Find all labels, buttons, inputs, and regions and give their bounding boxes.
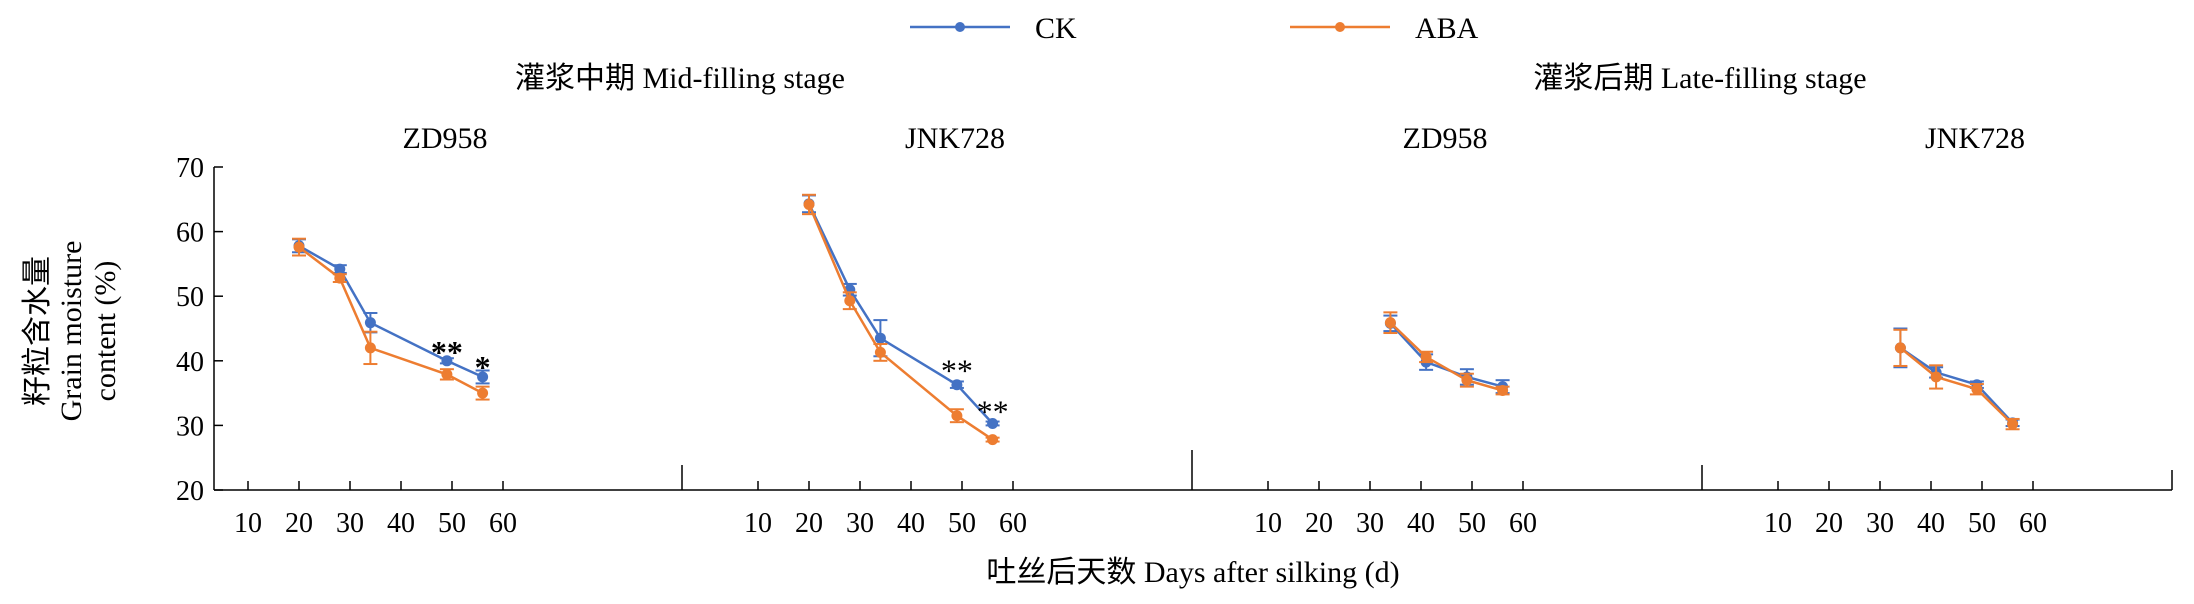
y-axis-label: 籽粒含水量Grain moisturecontent (%) <box>21 241 122 422</box>
series-line <box>1899 346 2014 424</box>
x-tick-label: 10 <box>1764 508 1792 539</box>
data-point <box>477 371 489 383</box>
legend-marker-aba <box>1335 22 1345 32</box>
data-point <box>441 355 453 367</box>
y-tick-label: 30 <box>176 411 204 442</box>
data-point <box>477 387 489 399</box>
panel-1: ZD958** * <box>292 122 491 401</box>
series-aba <box>292 237 490 401</box>
legend-label-aba: ABA <box>1415 12 1479 45</box>
data-point <box>1971 383 1983 395</box>
x-tick-label: 20 <box>1305 508 1333 539</box>
x-tick-label: 10 <box>744 508 772 539</box>
data-point <box>441 368 453 380</box>
data-point <box>364 342 376 354</box>
x-tick-label: 60 <box>1509 508 1537 539</box>
series-line <box>807 204 994 441</box>
data-point <box>874 346 886 358</box>
data-point <box>987 434 999 446</box>
series-line <box>1389 322 1503 388</box>
data-point <box>1894 342 1906 354</box>
stage-title-mid: 灌浆中期 Mid-filling stage <box>515 62 845 95</box>
x-tick-label: 40 <box>387 508 415 539</box>
y-tick-label: 60 <box>176 218 204 249</box>
x-tick-label: 40 <box>897 508 925 539</box>
significance-mark: ** <box>977 394 1009 430</box>
data-point <box>364 317 376 329</box>
data-point <box>1497 385 1509 397</box>
x-tick-label: 50 <box>1458 508 1486 539</box>
series-line <box>1389 321 1503 392</box>
panel-title: ZD958 <box>403 122 488 155</box>
series-line <box>807 203 994 425</box>
panel-title: ZD958 <box>1403 122 1488 155</box>
x-tick-label: 60 <box>2019 508 2047 539</box>
panels: ZD958** *JNK728****ZD958 JNK728 <box>292 122 2025 446</box>
data-point <box>951 410 963 422</box>
panel-3: ZD958 <box>1383 122 1510 397</box>
panel-title: JNK728 <box>905 122 1005 155</box>
data-point <box>951 379 963 391</box>
y-axis-label-line: Grain moisture <box>55 241 88 422</box>
x-tick-label: 20 <box>285 508 313 539</box>
data-point <box>987 417 999 429</box>
data-point <box>1420 351 1432 363</box>
legend-label-ck: CK <box>1035 12 1077 45</box>
x-tick-label: 20 <box>795 508 823 539</box>
x-tick-label: 10 <box>234 508 262 539</box>
stage-title-late: 灌浆后期 Late-filling stage <box>1533 62 1866 95</box>
data-point <box>1461 374 1473 386</box>
panel-2: JNK728 **** <box>802 122 1009 446</box>
y-tick-label: 70 <box>176 153 204 184</box>
axes: 20 30 40 50 60 70 籽粒含水量Grain moisturecontent (… <box>21 153 2173 589</box>
significance-mark: * <box>475 349 491 385</box>
y-tick-label: 20 <box>176 476 204 507</box>
x-tick-label: 30 <box>336 508 364 539</box>
x-tick-label: 30 <box>846 508 874 539</box>
x-tick-label: 50 <box>1968 508 1996 539</box>
x-axis-label: 吐丝后天数 Days after silking (d) <box>986 556 1399 589</box>
data-point <box>2007 418 2019 430</box>
y-tick-label: 50 <box>176 282 204 313</box>
x-tick-label: 60 <box>999 508 1027 539</box>
series-aba <box>1893 328 2020 431</box>
chart-titles: 灌浆中期 Mid-filling stage 灌浆后期 Late-filling … <box>515 62 1867 95</box>
x-tick-label: 40 <box>1917 508 1945 539</box>
y-tick-label: 40 <box>176 347 204 378</box>
series-aba <box>802 193 1000 446</box>
x-tick-label: 30 <box>1866 508 1894 539</box>
x-tick-label: 50 <box>948 508 976 539</box>
series-ck <box>802 194 1000 429</box>
data-point <box>844 295 856 307</box>
data-point <box>293 241 305 253</box>
x-tick-label: 10 <box>1254 508 1282 539</box>
data-point <box>334 272 346 284</box>
y-axis-label-line: content (%) <box>89 261 122 402</box>
legend-marker-ck <box>955 22 965 32</box>
x-tick-label: 50 <box>438 508 466 539</box>
data-point <box>874 332 886 344</box>
data-point <box>1930 371 1942 383</box>
y-axis-label-line: 籽粒含水量 <box>21 256 54 406</box>
x-tick-label: 20 <box>1815 508 1843 539</box>
data-point <box>1384 317 1396 329</box>
panel-4: JNK728 <box>1893 122 2025 431</box>
x-tick-label: 30 <box>1356 508 1384 539</box>
series-line <box>1899 346 2014 425</box>
series-ck <box>1383 314 1510 395</box>
series-aba <box>1383 311 1510 397</box>
data-point <box>803 198 815 210</box>
x-tick-label: 60 <box>489 508 517 539</box>
data-point <box>334 263 346 275</box>
significance-mark: ** <box>941 352 973 388</box>
legend: CK ABA <box>910 12 1479 45</box>
significance-mark: ** <box>431 334 463 370</box>
series-line <box>298 246 484 395</box>
panel-title: JNK728 <box>1925 122 2025 155</box>
x-tick-label: 40 <box>1407 508 1435 539</box>
